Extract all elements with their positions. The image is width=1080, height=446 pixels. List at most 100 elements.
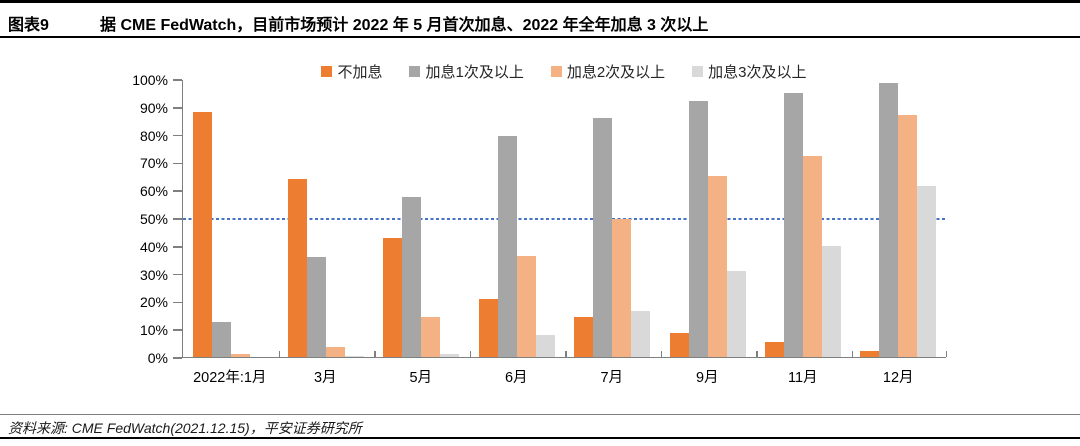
bar (497, 136, 517, 357)
y-tick-mark (173, 107, 182, 109)
y-tick-label: 100% (132, 72, 168, 88)
y-tick-mark (173, 246, 182, 248)
y-tick-label: 80% (139, 127, 168, 144)
x-axis-label: 6月 (504, 370, 528, 386)
y-tick-mark (173, 162, 182, 165)
bar (612, 219, 632, 357)
bar (898, 115, 918, 357)
bar (802, 155, 822, 357)
x-axis-label: 2022年:1月 (193, 370, 267, 386)
bar (631, 311, 651, 357)
legend-swatch (321, 65, 333, 77)
y-tick-label: 60% (139, 183, 168, 200)
y-tick-label: 90% (139, 99, 168, 116)
figure-number: 图表9 (8, 17, 49, 34)
bar (345, 355, 365, 357)
header-rule (0, 36, 1080, 38)
y-tick-label: 40% (139, 238, 168, 255)
plot-area (182, 80, 947, 358)
x-axis-label: 11月 (787, 370, 818, 386)
bar (326, 347, 346, 357)
x-boundary-tick (851, 351, 853, 357)
bar (288, 179, 308, 357)
y-tick-mark (173, 190, 182, 192)
bar-group (469, 80, 564, 357)
x-boundary-tick (374, 351, 376, 357)
x-boundary-tick (660, 351, 662, 357)
bar (192, 112, 212, 357)
legend-label: 加息1次及以上 (425, 63, 524, 81)
bar (593, 117, 613, 357)
bar (860, 351, 880, 357)
bar (764, 341, 784, 357)
figure-title: 据 CME FedWatch，目前市场预计 2022 年 5 月首次加息、202… (100, 17, 709, 34)
x-boundary-tick (565, 351, 567, 357)
bar-group (755, 80, 850, 357)
bar (879, 83, 899, 357)
legend-swatch (692, 65, 704, 77)
legend-item: 加息3次及以上 (692, 61, 807, 82)
source-note: 资料来源: CME FedWatch(2021.12.15)，平安证券研究所 (8, 420, 362, 436)
x-boundary-tick (756, 351, 758, 357)
bar-group (374, 80, 469, 357)
bar-groups (183, 80, 946, 357)
legend-swatch (550, 65, 562, 77)
x-axis-label: 5月 (409, 370, 433, 386)
bar (783, 92, 803, 357)
bar (383, 237, 403, 357)
y-tick-label: 70% (139, 155, 168, 172)
y-tick-mark (173, 301, 182, 304)
y-tick-mark (173, 329, 182, 331)
bar (516, 255, 536, 357)
bar (917, 186, 937, 357)
bar (535, 334, 555, 357)
x-axis-labels: 2022年:1月 3月 5月 6月 7月 9月 11月 12月 (182, 366, 946, 387)
footer-rule (0, 414, 1080, 415)
top-rule (0, 0, 1080, 3)
bar (211, 322, 231, 357)
bar (402, 197, 422, 357)
bar (574, 316, 594, 357)
bar (707, 176, 727, 357)
y-tick-label: 30% (139, 266, 168, 283)
figure-header: 图表9 据 CME FedWatch，目前市场预计 2022 年 5 月首次加息… (8, 11, 1072, 35)
bar (726, 270, 746, 357)
y-tick-mark (173, 218, 182, 220)
y-tick-mark (173, 357, 182, 359)
bar (821, 245, 841, 357)
x-axis-label: 9月 (695, 370, 719, 386)
x-boundary-tick (278, 351, 280, 357)
bottom-rule (0, 437, 1080, 439)
x-boundary-tick (945, 351, 947, 357)
y-tick-mark (173, 273, 182, 276)
chart-legend: 不加息 加息1次及以上 加息2次及以上 加息3次及以上 (182, 60, 946, 82)
reference-line-50pct (183, 217, 946, 221)
legend-item: 加息2次及以上 (550, 61, 666, 82)
y-tick-label: 0% (147, 350, 168, 366)
bar (669, 333, 689, 357)
x-axis-label: 7月 (600, 370, 624, 386)
bar-group (278, 80, 373, 357)
y-tick-mark (173, 134, 182, 137)
y-tick-label: 20% (139, 294, 168, 311)
legend-label: 加息2次及以上 (566, 63, 666, 81)
x-boundary-tick (469, 351, 471, 357)
x-axis-label: 12月 (882, 370, 914, 386)
y-tick-mark (173, 79, 182, 81)
bar-group (660, 80, 755, 357)
legend-label: 不加息 (337, 63, 383, 81)
y-tick-label: 50% (139, 211, 168, 227)
bar (307, 256, 327, 357)
legend-item: 加息1次及以上 (409, 61, 524, 82)
bar (688, 101, 708, 357)
bar-group (851, 80, 946, 357)
legend-item: 不加息 (321, 61, 382, 82)
bar-group (565, 80, 660, 357)
legend-swatch (409, 65, 421, 77)
bar-group (183, 80, 278, 357)
bar (230, 354, 250, 357)
bar (478, 298, 498, 357)
legend-label: 加息3次及以上 (708, 63, 807, 81)
y-tick-label: 10% (139, 322, 168, 339)
